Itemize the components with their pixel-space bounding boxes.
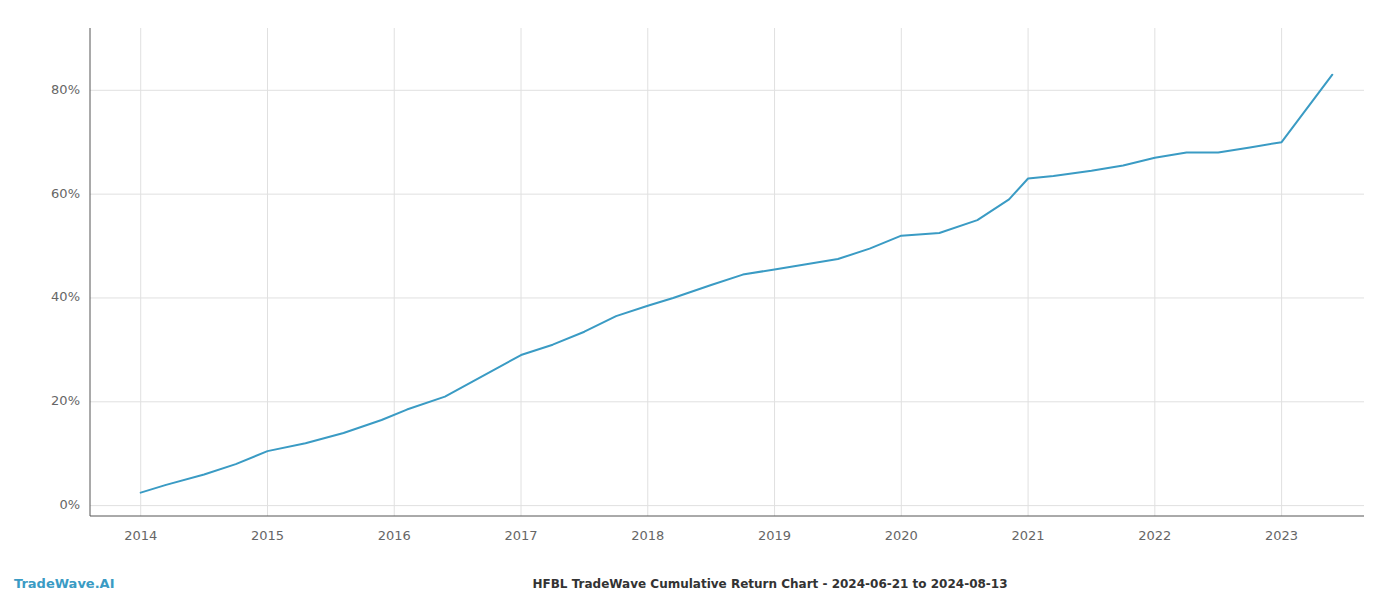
- grid-line-x: [1028, 28, 1029, 516]
- tick-labels: 0% 20% 40% 60% 80% 2014 2015 2016 2017 2018 2019 20…: [51, 82, 1298, 543]
- grid-line-x: [140, 28, 141, 516]
- x-tick-label: 2014: [124, 528, 157, 543]
- title: HFBL TradeWave Cumulative Return Chart -…: [532, 577, 1007, 591]
- x-tick-label: 2018: [631, 528, 664, 543]
- grid: [90, 28, 1364, 516]
- x-tick-label: 2015: [251, 528, 284, 543]
- grid-line-y: [90, 505, 1364, 506]
- grid-line-y: [90, 194, 1364, 195]
- y-axis-line: [90, 28, 91, 516]
- grid-line-x: [521, 28, 522, 516]
- x-tick-label: 2019: [758, 528, 791, 543]
- watermark: TradeWave.AI: [14, 576, 115, 591]
- x-tick-label: 2023: [1265, 528, 1298, 543]
- data-line: [141, 75, 1333, 493]
- x-axis-line: [90, 516, 1364, 517]
- chart: 0% 20% 40% 60% 80% 2014 2015 2016 2017 2018 2019 20…: [0, 0, 1400, 600]
- y-tick-label: 60%: [51, 186, 80, 201]
- y-tick-label: 0%: [59, 497, 80, 512]
- plot-area: [141, 75, 1333, 493]
- grid-line-x: [1281, 28, 1282, 516]
- x-tick-label: 2017: [504, 528, 537, 543]
- x-tick-label: 2016: [378, 528, 411, 543]
- x-tick-label: 2020: [885, 528, 918, 543]
- grid-line-y: [90, 297, 1364, 298]
- y-tick-label: 40%: [51, 289, 80, 304]
- grid-line-x: [774, 28, 775, 516]
- grid-line-x: [394, 28, 395, 516]
- x-tick-label: 2022: [1138, 528, 1171, 543]
- grid-line-x: [901, 28, 902, 516]
- grid-line-y: [90, 401, 1364, 402]
- axes: [90, 28, 1364, 516]
- grid-line-x: [267, 28, 268, 516]
- grid-line-x: [1154, 28, 1155, 516]
- grid-line-x: [647, 28, 648, 516]
- y-tick-label: 80%: [51, 82, 80, 97]
- grid-line-y: [90, 90, 1364, 91]
- x-tick-label: 2021: [1012, 528, 1045, 543]
- y-tick-label: 20%: [51, 393, 80, 408]
